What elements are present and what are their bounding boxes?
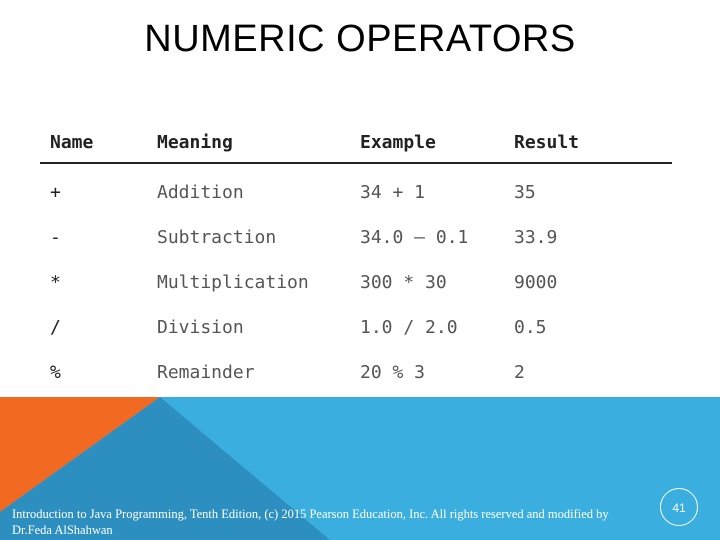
header-example: Example bbox=[360, 132, 436, 153]
slide-number: 41 bbox=[660, 488, 698, 526]
footer-dark-wedge bbox=[0, 397, 330, 540]
footer-band bbox=[0, 397, 720, 540]
operator-result: 35 bbox=[514, 182, 536, 203]
operator-result: 2 bbox=[514, 362, 525, 383]
operator-name: - bbox=[50, 227, 61, 248]
operator-meaning: Subtraction bbox=[157, 227, 277, 248]
operator-example: 300 * 30 bbox=[360, 272, 447, 293]
operator-meaning: Division bbox=[157, 317, 244, 338]
footer-credit-text: Introduction to Java Programming, Tenth … bbox=[12, 507, 609, 537]
operator-meaning: Addition bbox=[157, 182, 244, 203]
table-row: / Division 1.0 / 2.0 0.5 bbox=[40, 297, 672, 342]
operator-result: 0.5 bbox=[514, 317, 547, 338]
operator-meaning: Multiplication bbox=[157, 272, 309, 293]
operator-example: 34 + 1 bbox=[360, 182, 426, 203]
operator-result: 33.9 bbox=[514, 227, 558, 248]
table-row: - Subtraction 34.0 – 0.1 33.9 bbox=[40, 207, 672, 252]
operator-example: 34.0 – 0.1 bbox=[360, 227, 469, 248]
table-row: + Addition 34 + 1 35 bbox=[40, 162, 672, 207]
operator-example: 1.0 / 2.0 bbox=[360, 317, 458, 338]
operator-name: % bbox=[50, 362, 61, 383]
header-meaning: Meaning bbox=[157, 132, 233, 153]
operator-name: * bbox=[50, 272, 61, 293]
operator-result: 9000 bbox=[514, 272, 558, 293]
table-header-rule bbox=[40, 162, 672, 164]
operator-name: / bbox=[50, 317, 61, 338]
operator-example: 20 % 3 bbox=[360, 362, 426, 383]
slide-title: NUMERIC OPERATORS bbox=[144, 18, 576, 60]
header-result: Result bbox=[514, 132, 580, 153]
footer-decoration bbox=[0, 397, 720, 540]
operator-meaning: Remainder bbox=[157, 362, 255, 383]
table-row: * Multiplication 300 * 30 9000 bbox=[40, 252, 672, 297]
header-name: Name bbox=[50, 132, 94, 153]
operators-table: Name Meaning Example Result + Addition 3… bbox=[40, 132, 672, 387]
table-row: % Remainder 20 % 3 2 bbox=[40, 342, 672, 387]
table-header-row: Name Meaning Example Result bbox=[40, 132, 672, 162]
operator-name: + bbox=[50, 182, 61, 203]
